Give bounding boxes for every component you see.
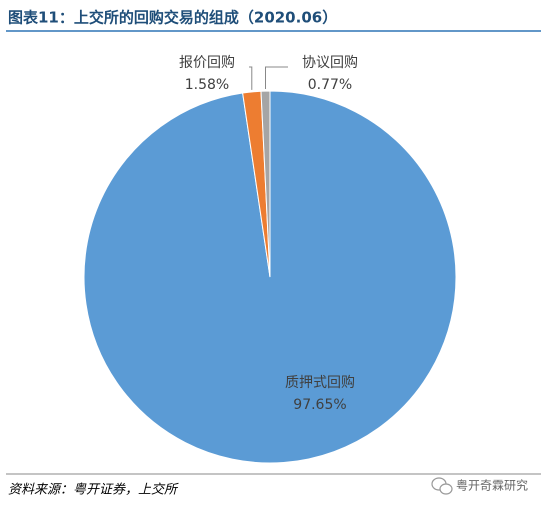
pie-slice [260, 90, 271, 278]
slice-label: 协议回购 [302, 55, 358, 71]
watermark: 粤开奇霖研究 [456, 478, 528, 493]
leader-line [265, 66, 288, 90]
slice-value-label: 1.58% [185, 77, 229, 93]
source-note: 资料来源：粤开证券，上交所 [8, 482, 179, 498]
slice-label: 质押式回购 [285, 375, 355, 391]
watermark-icon [431, 477, 453, 495]
slice-value-label: 97.65% [293, 397, 346, 413]
slice-value-label: 0.77% [308, 77, 352, 93]
leader-line [249, 66, 253, 90]
chart-title: 图表11：上交所的回购交易的组成（2020.06） [8, 9, 337, 27]
slice-label: 报价回购 [179, 55, 235, 71]
